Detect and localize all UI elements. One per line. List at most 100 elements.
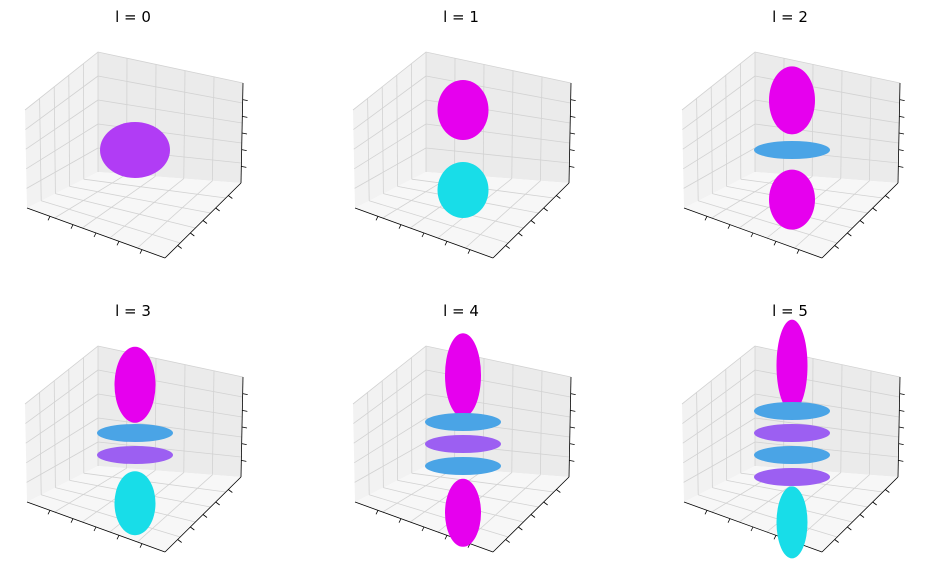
y-tick bbox=[859, 220, 865, 224]
gridline bbox=[540, 370, 543, 475]
gridline bbox=[369, 494, 509, 538]
gridline bbox=[26, 147, 99, 189]
orbital-lobe bbox=[437, 80, 489, 140]
y-tick bbox=[543, 207, 548, 212]
x-tick bbox=[375, 510, 379, 515]
z-tick bbox=[570, 409, 576, 412]
y-tick bbox=[228, 489, 233, 493]
z-tick bbox=[241, 459, 247, 462]
gridline bbox=[511, 70, 514, 179]
x-tick bbox=[444, 241, 448, 246]
orbital-lobe bbox=[445, 478, 481, 547]
x-tick bbox=[139, 249, 143, 254]
subplot-title: l = 0 bbox=[115, 8, 151, 26]
subplot-l1: l = 1 bbox=[352, 8, 576, 259]
y-tick bbox=[177, 245, 182, 249]
z-tick bbox=[569, 443, 575, 446]
gridline bbox=[682, 393, 756, 444]
y-tick bbox=[215, 207, 220, 212]
y-tick bbox=[847, 526, 852, 531]
gridline bbox=[41, 200, 181, 244]
subplot-title: l = 1 bbox=[443, 8, 479, 26]
gridline bbox=[396, 75, 398, 187]
x-tick bbox=[375, 216, 379, 221]
y-tick bbox=[505, 245, 510, 249]
gridline bbox=[26, 441, 99, 483]
gridline bbox=[68, 369, 70, 481]
x-tick bbox=[93, 232, 97, 238]
x-tick bbox=[421, 526, 425, 532]
gridline bbox=[137, 180, 213, 249]
z-tick bbox=[898, 426, 905, 429]
x-tick bbox=[750, 232, 754, 238]
z-tick bbox=[242, 99, 248, 102]
z-tick bbox=[241, 165, 247, 168]
x-tick bbox=[796, 249, 800, 254]
gridline bbox=[710, 380, 713, 488]
x-tick bbox=[116, 241, 120, 246]
x-tick bbox=[93, 526, 97, 532]
z-tick bbox=[570, 393, 576, 396]
z-tick bbox=[241, 426, 248, 429]
gridline bbox=[55, 193, 196, 229]
gridline bbox=[25, 417, 99, 464]
subplot-l2: l = 2 bbox=[681, 8, 905, 259]
gridline bbox=[840, 70, 843, 179]
gridline bbox=[682, 75, 756, 130]
y-tick bbox=[202, 220, 208, 224]
orbital-lobe bbox=[114, 346, 156, 423]
gridline bbox=[109, 178, 185, 239]
left-pane bbox=[25, 52, 98, 208]
gridline bbox=[25, 75, 99, 130]
gridline bbox=[411, 472, 554, 493]
gridline bbox=[381, 86, 384, 194]
gridline bbox=[183, 70, 186, 179]
gridline bbox=[353, 417, 427, 464]
orbital-lobe bbox=[425, 435, 501, 453]
z-tick bbox=[570, 115, 576, 118]
x-tick bbox=[727, 518, 731, 523]
z-tick bbox=[899, 115, 905, 118]
gridline bbox=[354, 147, 427, 189]
left-pane bbox=[353, 52, 426, 208]
y-tick bbox=[885, 195, 890, 199]
orbital-lobe bbox=[97, 446, 173, 464]
gridline bbox=[353, 99, 427, 150]
gridline bbox=[381, 380, 384, 488]
z-tick bbox=[241, 149, 247, 152]
orbital-lobe bbox=[776, 486, 808, 559]
x-tick bbox=[704, 510, 708, 515]
orbital-lobe bbox=[114, 471, 156, 536]
gridline bbox=[25, 393, 99, 444]
gridline bbox=[482, 358, 485, 471]
gridline bbox=[353, 123, 427, 170]
z-tick bbox=[241, 443, 247, 446]
orbital-lobe bbox=[445, 333, 481, 418]
gridline bbox=[97, 417, 242, 438]
z-tick bbox=[898, 443, 904, 446]
x-tick bbox=[398, 224, 402, 229]
orbital-lobe bbox=[754, 424, 830, 442]
z-tick bbox=[898, 165, 904, 168]
x-tick bbox=[116, 535, 120, 540]
y-tick bbox=[190, 526, 195, 531]
orbital-lobe bbox=[425, 413, 501, 431]
y-tick bbox=[215, 501, 220, 506]
subplot-l3: l = 3 bbox=[24, 302, 248, 553]
gridline bbox=[869, 76, 872, 181]
y-tick bbox=[834, 539, 839, 543]
orbital-lobe bbox=[754, 468, 830, 486]
gridline bbox=[39, 98, 42, 201]
gridline bbox=[25, 123, 99, 170]
orbital-lobe bbox=[769, 66, 815, 135]
gridline bbox=[682, 99, 756, 150]
left-pane bbox=[353, 346, 426, 502]
gridline bbox=[711, 173, 784, 219]
gridline bbox=[25, 369, 99, 424]
z-tick bbox=[569, 149, 575, 152]
x-tick bbox=[70, 518, 74, 523]
subplot-l5: l = 5 bbox=[681, 302, 905, 559]
left-pane bbox=[682, 52, 755, 208]
y-tick bbox=[518, 526, 523, 531]
orbital-lobe bbox=[754, 402, 830, 420]
